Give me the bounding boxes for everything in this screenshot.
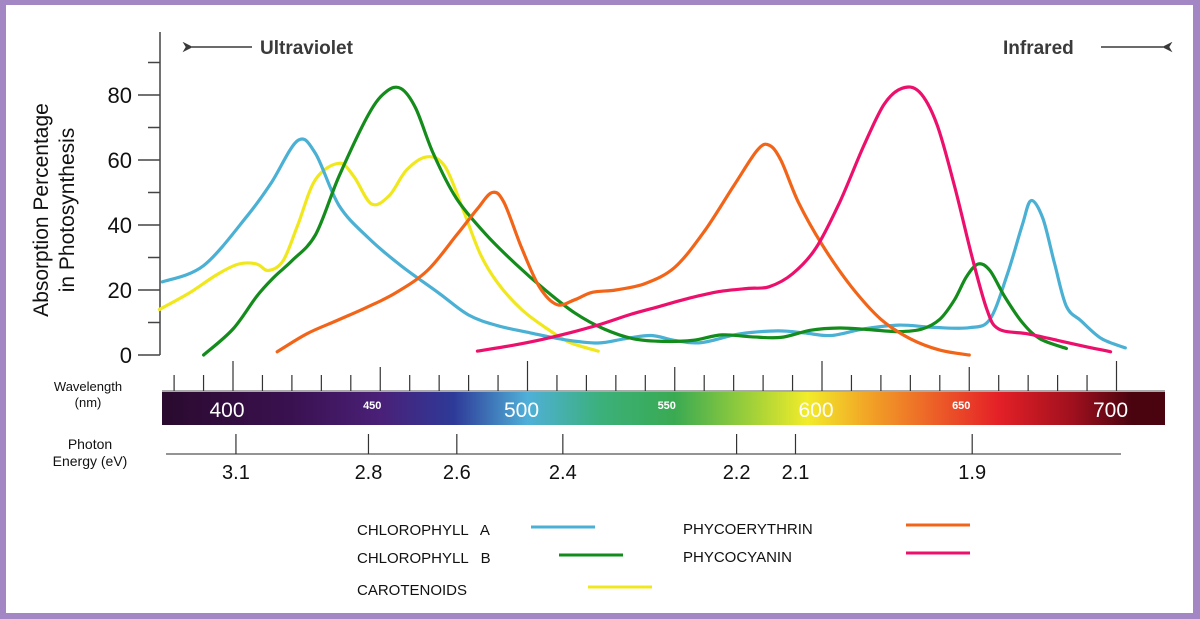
y-axis-title-line1: Absorption Percentage — [30, 103, 53, 317]
legend-item: PHYCOERYTHRIN — [683, 521, 970, 538]
wavelength-label-600: 600 — [798, 399, 833, 422]
legend-label: PHYCOCYANIN — [683, 549, 792, 566]
infrared-label: Infrared — [1003, 38, 1074, 59]
ultraviolet-annotation: Ultraviolet — [182, 38, 354, 59]
y-axis: 0 20 40 60 80 — [108, 32, 161, 368]
wavelength-label-450: 450 — [363, 400, 381, 412]
spectrum-bar — [162, 392, 1165, 425]
wavelength-label-line1: Wavelength — [54, 379, 122, 394]
legend-item: CHLOROPHYLL A — [357, 522, 595, 539]
legend-item: CAROTENOIDS — [357, 582, 652, 599]
energy-label-line1: Photon — [68, 436, 112, 452]
series-line-carotenoids — [157, 155, 600, 353]
wavelength-tick-labels: 400 450 500 550 600 650 700 — [209, 399, 1128, 422]
y-tick-label: 0 — [120, 343, 132, 368]
legend-label: CHLOROPHYLL B — [357, 550, 491, 567]
wavelength-label-550: 550 — [658, 400, 676, 412]
energy-tick-label: 2.2 — [723, 462, 751, 484]
legend-item: CHLOROPHYLL B — [357, 550, 623, 567]
energy-tick-label: 2.6 — [443, 462, 471, 484]
y-tick-label: 40 — [108, 213, 132, 238]
energy-tick-label: 2.4 — [549, 462, 577, 484]
series-line-phycoerythrin — [275, 142, 971, 357]
absorption-curves — [157, 85, 1127, 357]
y-tick-label: 60 — [108, 148, 132, 173]
photon-energy-axis: 3.1 2.8 2.6 2.4 2.2 2.1 1.9 — [166, 434, 1121, 484]
energy-tick-label: 3.1 — [222, 462, 250, 484]
infrared-annotation: Infrared — [1003, 38, 1173, 59]
y-tick-label: 20 — [108, 278, 132, 303]
legend: CHLOROPHYLL A CHLOROPHYLL B CAROTENOIDS PHY… — [357, 521, 970, 599]
series-line-chlorophyll-a — [160, 137, 1127, 350]
series-line-chlorophyll-b — [202, 85, 1068, 357]
energy-tick-label: 2.1 — [782, 462, 810, 484]
legend-item: PHYCOCYANIN — [683, 549, 970, 566]
energy-label-line2: Energy (eV) — [53, 453, 128, 469]
wavelength-label-700: 700 — [1093, 399, 1128, 422]
y-tick-label: 80 — [108, 83, 132, 108]
wavelength-label-650: 650 — [952, 400, 970, 412]
ultraviolet-label: Ultraviolet — [260, 38, 354, 59]
energy-tick-label: 1.9 — [958, 462, 986, 484]
legend-label: CHLOROPHYLL A — [357, 522, 490, 539]
wavelength-label-500: 500 — [504, 399, 539, 422]
legend-label: CAROTENOIDS — [357, 582, 467, 599]
wavelength-label-line2: (nm) — [75, 395, 102, 410]
y-axis-title-line2: in Photosynthesis — [56, 128, 79, 293]
wavelength-ticks — [162, 361, 1165, 392]
wavelength-label-400: 400 — [209, 399, 244, 422]
series-line-phycocyanin — [475, 85, 1113, 354]
legend-label: PHYCOERYTHRIN — [683, 521, 813, 538]
energy-tick-label: 2.8 — [355, 462, 383, 484]
